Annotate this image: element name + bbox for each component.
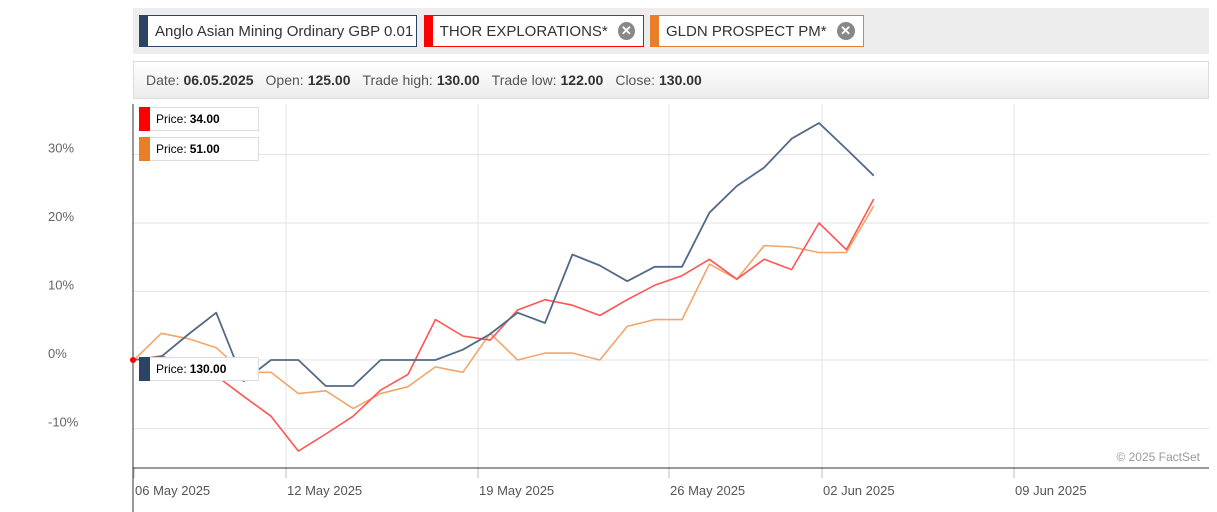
legend-swatch [425, 16, 433, 46]
price-tooltip-anglo: Price: 130.00 [139, 357, 259, 381]
date-label: Date: [146, 72, 180, 88]
legend-label: GLDN PROSPECT PM* [666, 22, 827, 40]
tooltip-label: Price: [156, 362, 187, 376]
tooltip-swatch [139, 357, 150, 381]
y-tick-label: 20% [48, 209, 74, 224]
price-tooltip-gldn: Price: 51.00 [139, 137, 259, 161]
remove-series-icon[interactable]: ✕ [836, 22, 855, 40]
y-tick-label: 30% [48, 141, 74, 156]
x-tick-label: 09 Jun 2025 [1015, 483, 1087, 498]
y-tick-label: 10% [48, 278, 74, 293]
remove-series-icon[interactable]: ✕ [617, 22, 635, 40]
close-label: Close: [615, 72, 656, 88]
date-value: 06.05.2025 [183, 72, 254, 88]
low-value: 122.00 [560, 72, 604, 88]
tooltip-value: 34.00 [189, 112, 220, 126]
legend-item-gldn-prospect[interactable]: GLDN PROSPECT PM* ✕ [650, 15, 864, 47]
x-tick-label: 26 May 2025 [670, 483, 745, 498]
crosshair-marker [130, 357, 136, 363]
close-value: 130.00 [659, 72, 702, 88]
legend-item-anglo-asian[interactable]: Anglo Asian Mining Ordinary GBP 0.01 [139, 15, 417, 47]
legend-swatch [651, 16, 659, 46]
x-tick-label: 06 May 2025 [135, 483, 210, 498]
tooltip-swatch [139, 137, 150, 161]
tooltip-value: 51.00 [189, 142, 220, 156]
legend-label: THOR EXPLORATIONS* [439, 22, 608, 40]
x-tick-label: 12 May 2025 [287, 483, 362, 498]
tooltip-swatch [139, 107, 150, 131]
tooltip-label: Price: [156, 142, 187, 156]
price-tooltip-thor: Price: 34.00 [139, 107, 259, 131]
high-value: 130.00 [436, 72, 480, 88]
ohlc-info-bar: Date: 06.05.2025 Open: 125.00 Trade high… [133, 61, 1209, 99]
tooltip-label: Price: [156, 112, 187, 126]
open-value: 125.00 [307, 72, 351, 88]
copyright-text: © 2025 FactSet [1116, 450, 1200, 464]
x-tick-label: 02 Jun 2025 [823, 483, 895, 498]
legend-item-thor-explorations[interactable]: THOR EXPLORATIONS* ✕ [424, 15, 644, 47]
tooltip-value: 130.00 [189, 362, 227, 376]
legend-label: Anglo Asian Mining Ordinary GBP 0.01 [155, 22, 414, 40]
legend-swatch [140, 16, 148, 46]
high-label: Trade high: [362, 72, 433, 88]
low-label: Trade low: [491, 72, 557, 88]
x-tick-label: 19 May 2025 [479, 483, 554, 498]
legend-bar: Anglo Asian Mining Ordinary GBP 0.01 THO… [133, 8, 1209, 54]
open-label: Open: [265, 72, 304, 88]
y-tick-label: 0% [48, 346, 67, 361]
series-line [133, 198, 875, 452]
y-tick-label: -10% [48, 415, 79, 430]
